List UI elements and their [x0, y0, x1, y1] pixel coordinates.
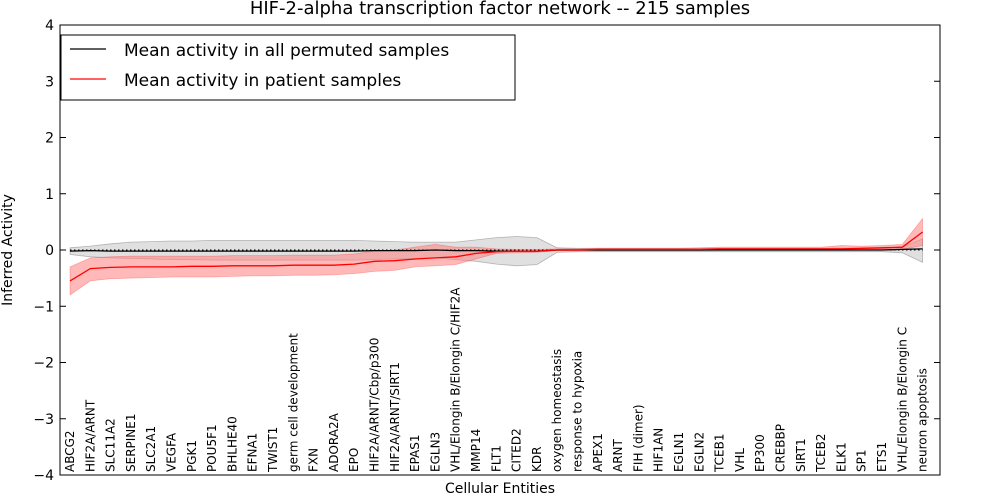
legend-label-patient: Mean activity in patient samples — [124, 71, 401, 91]
category-label: SP1 — [855, 450, 869, 473]
category-label: ADORA2A — [327, 412, 341, 472]
category-label: EPO — [347, 448, 361, 472]
category-label: VHL — [733, 448, 747, 472]
category-label: SIRT1 — [794, 438, 808, 472]
category-label: KDR — [530, 447, 544, 472]
category-label: SLC2A1 — [144, 426, 158, 472]
y-tick-label: −1 — [33, 299, 54, 315]
patient-mean-line — [69, 231, 923, 282]
category-label: HIF1AN — [652, 428, 666, 472]
category-label: BHLHE40 — [225, 416, 239, 472]
category-label: ETS1 — [875, 442, 889, 472]
category-labels: ABCG2 HIF2A/ARNT SLC11A2 SERPINE1 SLC2A1 VEGF… — [63, 287, 930, 473]
category-label: HIF2A/ARNT — [83, 399, 97, 472]
category-label: SLC11A2 — [104, 418, 118, 472]
y-tick-label: −2 — [33, 356, 54, 372]
category-label: POU5F1 — [205, 424, 219, 472]
category-label: EGLN2 — [692, 432, 706, 472]
category-label: VEGFA — [165, 432, 179, 472]
y-tick-label: −4 — [33, 468, 54, 484]
y-tick-label: 0 — [45, 243, 54, 259]
y-axis-label: Inferred Activity — [0, 194, 16, 306]
category-label: TCEB1 — [713, 434, 727, 473]
category-label: FIH (dimer) — [631, 404, 645, 472]
category-label: CITED2 — [510, 428, 524, 472]
category-label: SERPINE1 — [124, 413, 138, 472]
x-axis-label: Cellular Entities — [445, 481, 555, 497]
y-ticks: 4 3 2 1 0 −1 −2 −3 −4 — [33, 18, 940, 484]
category-label: oxygen homeostasis — [550, 349, 564, 472]
category-label: EP300 — [753, 434, 767, 472]
y-tick-label: 1 — [45, 187, 54, 203]
category-label: HIF2A/ARNT/SIRT1 — [388, 362, 402, 472]
category-label: VHL/Elongin B/Elongin C/HIF2A — [449, 287, 463, 472]
category-label: PGK1 — [185, 440, 199, 472]
category-label: response to hypoxia — [571, 351, 585, 472]
chart-title: HIF-2-alpha transcription factor network… — [250, 0, 750, 19]
y-tick-label: −3 — [33, 412, 54, 428]
category-label: CREBBP — [774, 424, 788, 472]
category-label: ELK1 — [834, 442, 848, 472]
category-label: ABCG2 — [63, 430, 77, 472]
category-label: neuron apoptosis — [916, 368, 930, 472]
y-tick-label: 3 — [45, 74, 54, 90]
category-label: APEX1 — [591, 433, 605, 472]
category-label: MMP14 — [469, 429, 483, 472]
legend: Mean activity in all permuted samples Me… — [60, 34, 516, 101]
y-tick-label: 2 — [45, 131, 54, 147]
category-label: HIF2A/ARNT/Cbp/p300 — [368, 338, 382, 472]
plot-frame — [59, 24, 941, 476]
error-bands — [69, 217, 923, 296]
legend-label-permuted: Mean activity in all permuted samples — [124, 41, 449, 61]
series-lines — [69, 231, 923, 282]
category-label: germ cell development — [286, 333, 300, 472]
category-label: TWIST1 — [266, 427, 280, 473]
category-label: EGLN1 — [672, 432, 686, 472]
category-label: VHL/Elongin B/Elongin C — [895, 327, 909, 472]
category-label: EFNA1 — [246, 433, 260, 472]
category-label: FXN — [307, 448, 321, 472]
category-label: FLT1 — [489, 445, 503, 472]
patient-band — [69, 217, 923, 296]
y-tick-label: 4 — [45, 18, 54, 34]
category-label: EPAS1 — [408, 434, 422, 472]
category-label: EGLN3 — [428, 432, 442, 472]
legend-box — [60, 34, 516, 101]
category-label: ARNT — [611, 438, 625, 472]
category-label: TCEB2 — [814, 434, 828, 473]
